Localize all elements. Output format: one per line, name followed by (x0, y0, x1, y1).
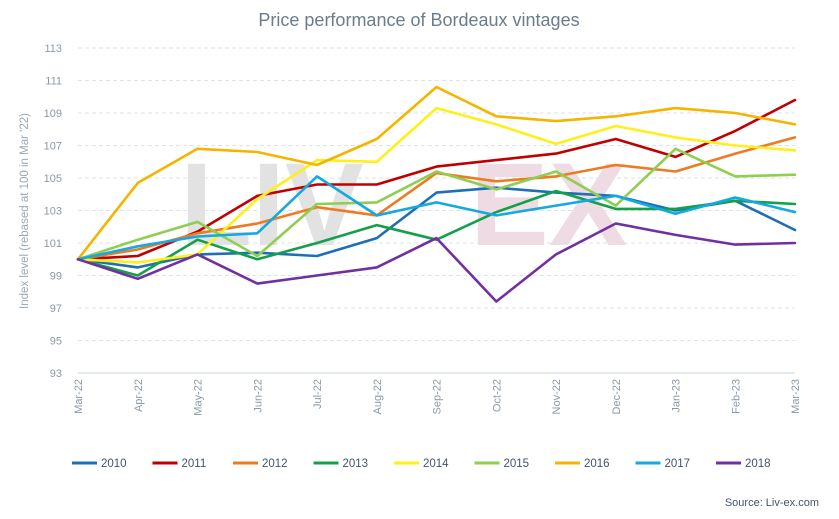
y-tick-label: 101 (44, 238, 62, 250)
legend-label-2016: 2016 (584, 458, 610, 470)
legend-label-2017: 2017 (665, 458, 691, 470)
x-tick-label: Mar-23 (790, 379, 802, 414)
series-line-2012 (76, 136, 797, 261)
legend-label-2018: 2018 (745, 458, 771, 470)
x-tick-label: Dec-22 (611, 379, 623, 414)
series-line-2018 (76, 222, 797, 303)
x-tick-label: Sep-22 (432, 379, 444, 414)
x-tick-labels: Mar-22 Apr-22 May-22 Jun-22 Jul-22 Aug-22 Sep-… (73, 379, 802, 416)
y-tick-label: 111 (45, 76, 62, 88)
y-tick-label: 105 (44, 173, 62, 185)
x-tick-label: Jan-23 (671, 379, 683, 413)
x-tick-label: Feb-23 (730, 379, 742, 414)
y-tick-label: 99 (50, 271, 62, 283)
series-lines (76, 85, 797, 303)
x-tick-label: Nov-22 (551, 379, 563, 414)
legend-label-2010: 2010 (101, 458, 127, 470)
legend-label-2015: 2015 (504, 458, 530, 470)
y-tick-label: 93 (50, 368, 62, 380)
series-line-2011 (76, 98, 797, 261)
y-tick-label: 103 (44, 206, 62, 218)
legend-label-2012: 2012 (262, 458, 288, 470)
legend-label-2011: 2011 (182, 458, 207, 470)
legend: 2010 2011 2012 2013 2014 2015 2016 2017 2018 (72, 458, 771, 470)
x-tick-label: Jul-22 (312, 379, 324, 409)
series-line-2015 (76, 147, 797, 261)
x-tick-label: Apr-22 (133, 379, 145, 412)
chart-title: Price performance of Bordeaux vintages (258, 10, 579, 30)
y-tick-label: 107 (44, 141, 62, 153)
x-tick-label: Aug-22 (372, 379, 384, 414)
y-axis-label: Index level (rebased at 100 in Mar '22) (19, 113, 31, 309)
series-line-2017 (76, 175, 797, 261)
y-tick-label: 95 (50, 336, 62, 348)
grid-lines (78, 47, 795, 374)
legend-label-2013: 2013 (343, 458, 369, 470)
y-tick-labels: 93 95 97 99 101 103 105 107 109 111 113 (44, 43, 62, 380)
x-tick-label: May-22 (193, 379, 205, 416)
legend-label-2014: 2014 (423, 458, 449, 470)
x-tick-label: Jun-22 (252, 379, 264, 413)
x-tick-label: Oct-22 (491, 379, 503, 412)
series-line-2016 (76, 85, 797, 261)
source-note: Source: Liv-ex.com (725, 497, 819, 509)
y-tick-label: 109 (44, 108, 62, 120)
y-tick-label: 113 (44, 43, 62, 55)
y-tick-label: 97 (50, 303, 62, 315)
x-tick-label: Mar-22 (73, 379, 85, 414)
